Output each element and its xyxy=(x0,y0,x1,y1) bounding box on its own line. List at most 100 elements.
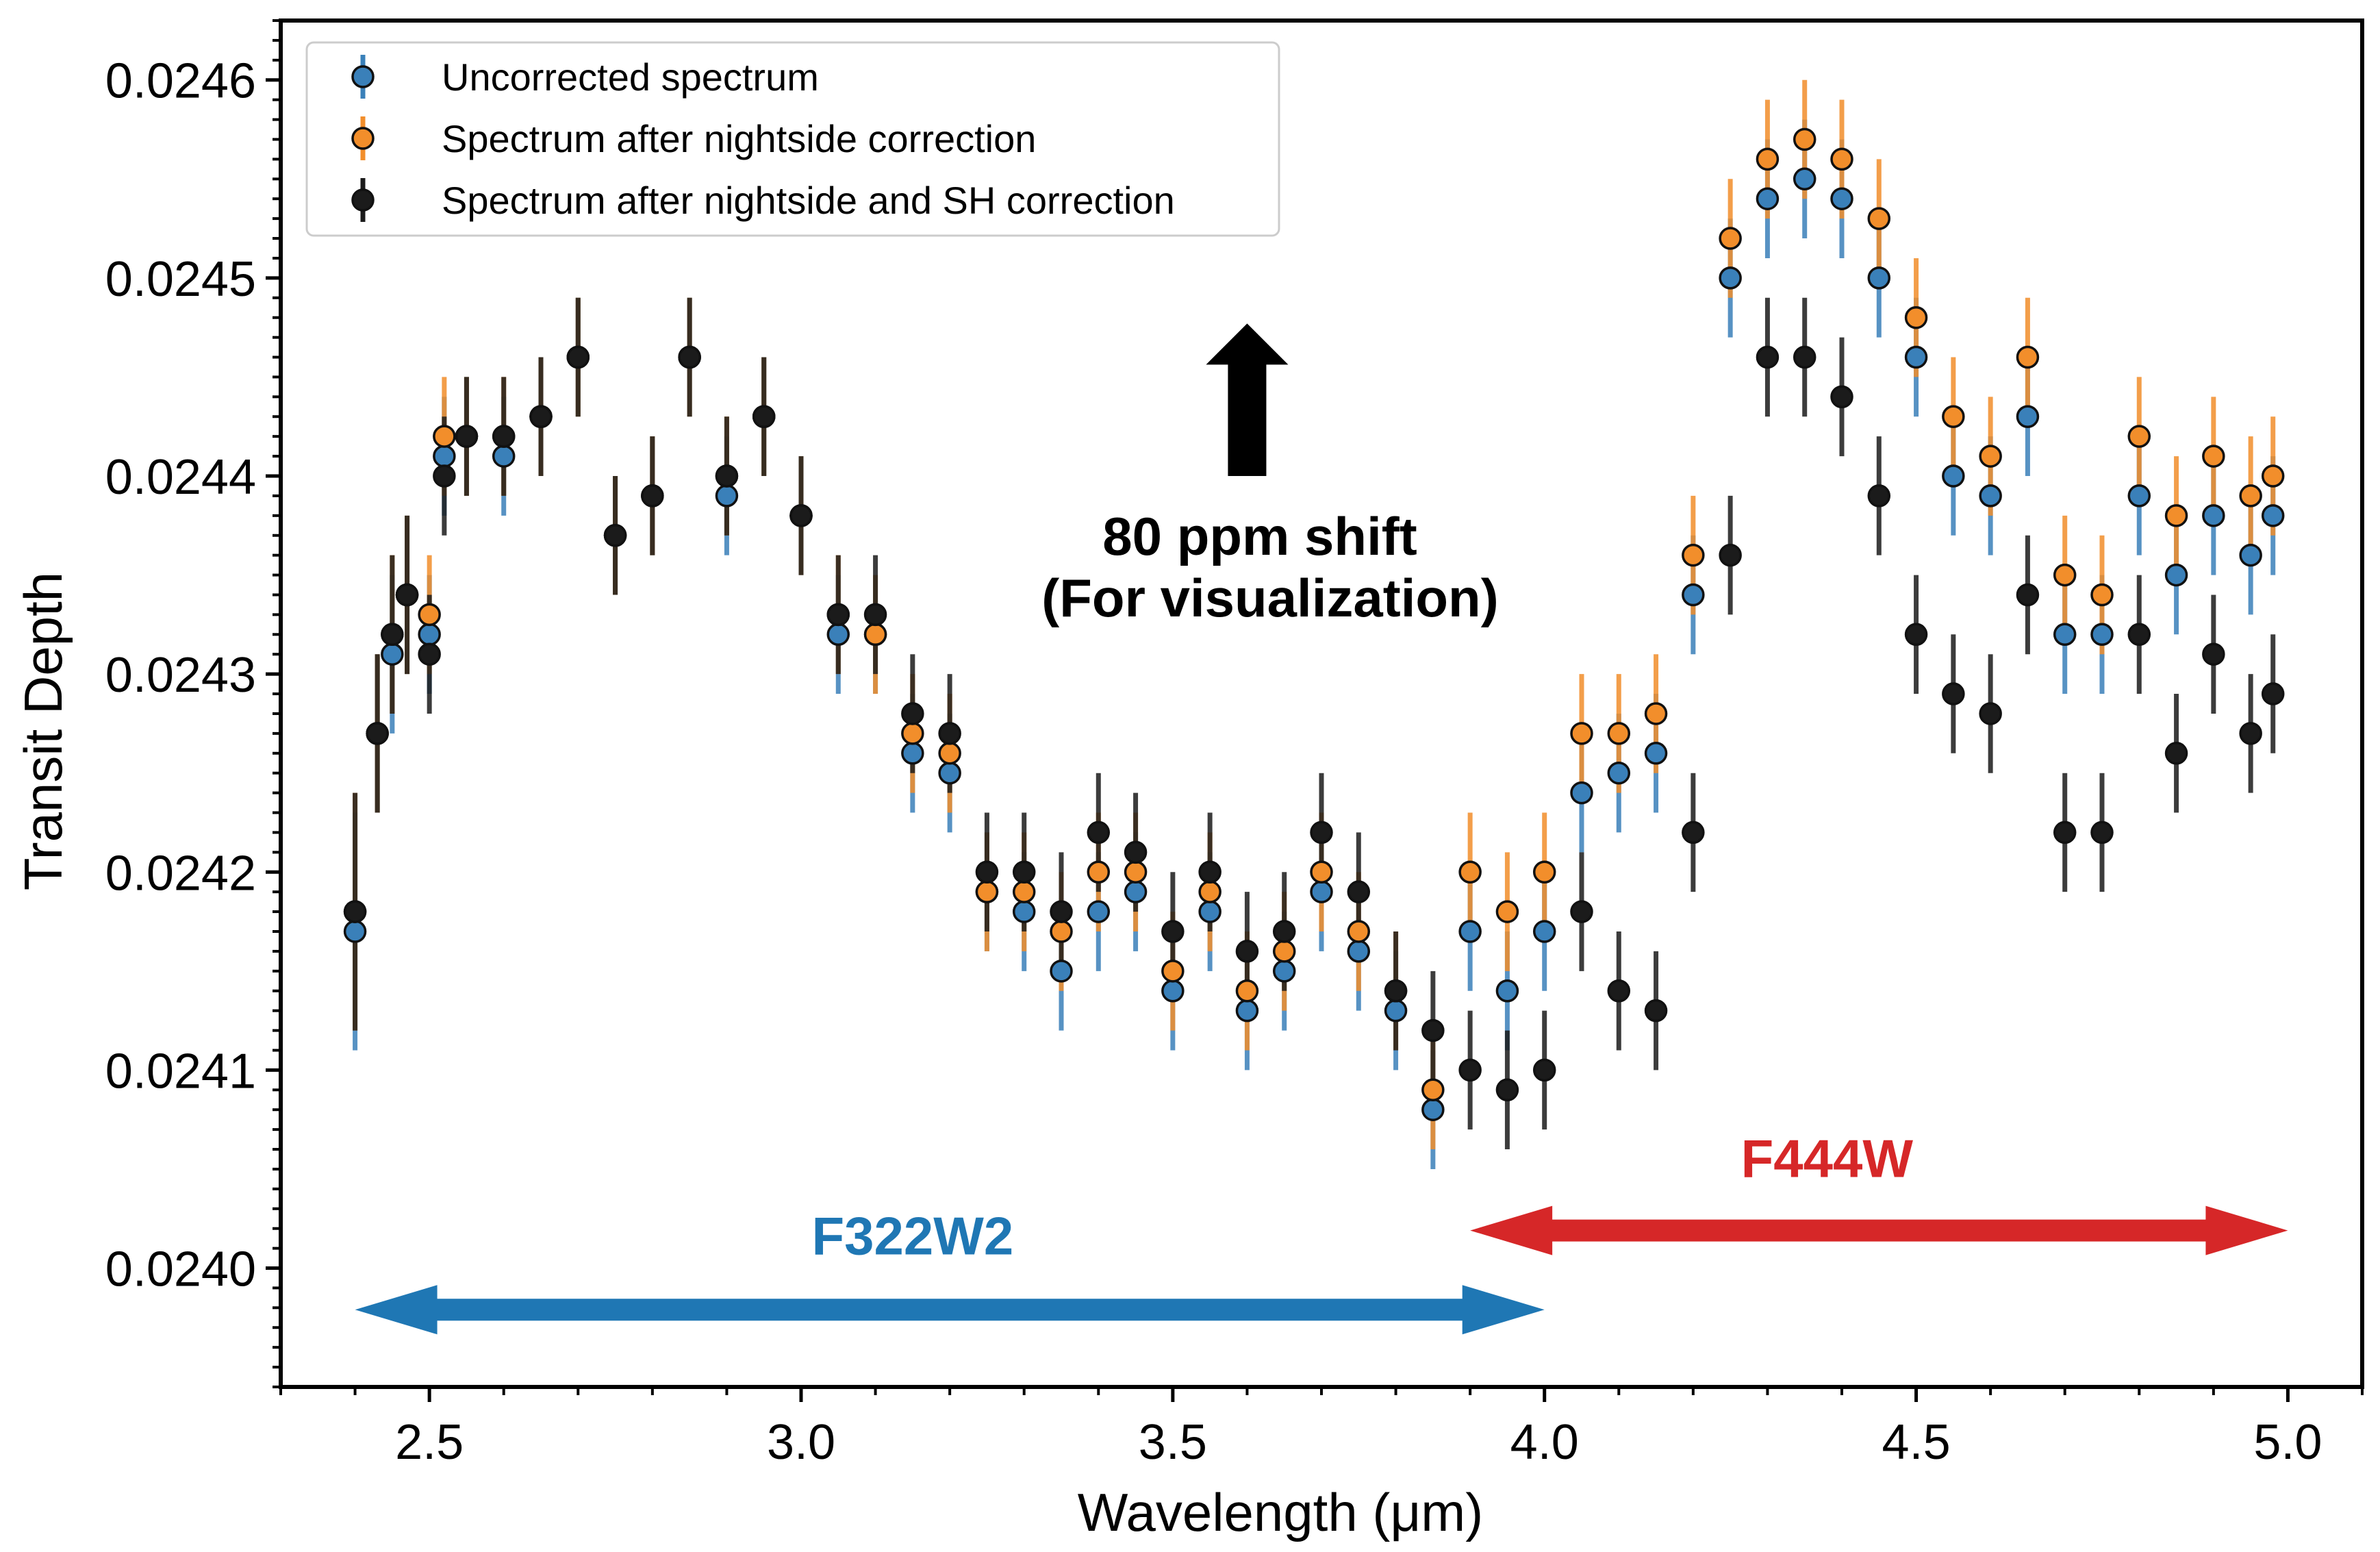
x-tick-label-2: 3.5 xyxy=(1139,1415,1207,1470)
data-point-s1-20 xyxy=(975,880,999,903)
data-point-s1-19 xyxy=(938,742,961,765)
data-point-s2-5 xyxy=(433,464,456,488)
data-point-s2-23 xyxy=(1087,821,1111,844)
data-point-s2-24 xyxy=(1124,840,1148,864)
data-point-s2-43 xyxy=(1830,385,1853,409)
data-point-s0-53 xyxy=(2202,504,2225,527)
data-point-s2-8 xyxy=(529,405,553,429)
data-point-s0-31 xyxy=(1384,999,1408,1023)
data-point-s1-17 xyxy=(863,623,887,647)
data-point-s0-48 xyxy=(2016,405,2040,429)
data-point-s0-54 xyxy=(2239,543,2262,567)
data-point-s0-24 xyxy=(1124,880,1148,903)
data-point-s0-39 xyxy=(1682,583,1705,607)
data-point-s1-26 xyxy=(1198,880,1221,903)
data-point-s0-13 xyxy=(715,484,739,508)
data-point-s1-49 xyxy=(2053,563,2077,587)
data-point-s1-42 xyxy=(1793,127,1816,151)
data-point-s1-18 xyxy=(901,722,924,745)
data-point-s1-55 xyxy=(2261,464,2285,488)
data-point-s2-42 xyxy=(1793,345,1816,369)
data-point-s1-37 xyxy=(1607,722,1631,745)
x-tick-label-0: 2.5 xyxy=(395,1415,464,1470)
data-point-s2-49 xyxy=(2053,821,2077,844)
data-point-s0-23 xyxy=(1087,900,1111,923)
data-point-s2-22 xyxy=(1050,900,1073,923)
data-point-s1-52 xyxy=(2164,504,2188,527)
data-point-s0-42 xyxy=(1793,167,1816,191)
f444w-range-arrow xyxy=(1470,1205,2288,1255)
data-point-s0-45 xyxy=(1904,345,1928,369)
data-point-s0-35 xyxy=(1532,920,1556,943)
data-point-s0-18 xyxy=(901,742,924,765)
f444w-label: F444W xyxy=(1741,1129,1914,1189)
f322w2-range-arrow xyxy=(355,1285,1545,1335)
y-tick-label-2: 0.0242 xyxy=(105,846,256,901)
data-point-s1-43 xyxy=(1830,147,1853,171)
data-point-s1-53 xyxy=(2202,445,2225,468)
data-point-s2-12 xyxy=(678,345,701,369)
data-point-s0-41 xyxy=(1756,187,1780,210)
data-point-s0-21 xyxy=(1012,900,1036,923)
data-point-s1-22 xyxy=(1050,920,1073,943)
data-point-s2-52 xyxy=(2164,742,2188,765)
data-point-s2-19 xyxy=(938,722,961,745)
data-point-s0-51 xyxy=(2127,484,2151,508)
y-tick-label-3: 0.0243 xyxy=(105,648,256,703)
data-point-s2-3 xyxy=(395,583,419,607)
data-point-s2-28 xyxy=(1272,920,1296,943)
shift-annotation-line1: 80 ppm shift xyxy=(1102,506,1417,566)
data-point-s2-33 xyxy=(1458,1058,1482,1082)
data-point-s1-35 xyxy=(1532,860,1556,884)
data-point-s0-36 xyxy=(1570,781,1593,805)
data-point-s1-39 xyxy=(1682,543,1705,567)
data-point-s1-27 xyxy=(1235,979,1259,1003)
legend-marker-0 xyxy=(351,65,375,88)
data-point-s1-33 xyxy=(1458,860,1482,884)
data-point-s1-34 xyxy=(1495,900,1519,923)
data-point-s2-4 xyxy=(418,642,441,666)
data-point-s0-55 xyxy=(2261,504,2285,527)
data-point-s2-14 xyxy=(752,405,776,429)
data-point-s2-37 xyxy=(1607,979,1631,1003)
data-point-s2-44 xyxy=(1867,484,1891,508)
data-point-s1-32 xyxy=(1421,1078,1445,1102)
data-point-s1-45 xyxy=(1904,305,1928,329)
y-tick-label-6: 0.0246 xyxy=(105,54,256,109)
data-point-s1-5 xyxy=(433,425,456,448)
data-point-s1-38 xyxy=(1644,702,1668,725)
data-point-s0-34 xyxy=(1495,979,1519,1003)
data-point-s0-47 xyxy=(1979,484,2002,508)
data-point-s0-50 xyxy=(2090,623,2114,647)
data-point-s0-33 xyxy=(1458,920,1482,943)
data-point-s2-6 xyxy=(455,425,479,448)
data-point-s1-50 xyxy=(2090,583,2114,607)
data-point-s1-48 xyxy=(2016,345,2040,369)
data-point-s0-40 xyxy=(1719,266,1742,290)
data-point-s2-40 xyxy=(1719,543,1742,567)
x-tick-label-3: 4.0 xyxy=(1510,1415,1579,1470)
data-point-s2-34 xyxy=(1495,1078,1519,1102)
data-point-s2-46 xyxy=(1942,682,1965,705)
y-tick-label-0: 0.0240 xyxy=(105,1242,256,1297)
data-point-s1-44 xyxy=(1867,207,1891,230)
data-point-s2-0 xyxy=(343,900,367,923)
data-point-s2-1 xyxy=(366,722,389,745)
data-point-s0-7 xyxy=(492,445,516,468)
data-point-s2-21 xyxy=(1012,860,1036,884)
data-point-s0-2 xyxy=(381,642,404,666)
x-axis-title: Wavelength (μm) xyxy=(1078,1482,1484,1542)
data-point-s2-2 xyxy=(381,623,404,647)
data-point-s2-25 xyxy=(1161,920,1185,943)
data-point-s0-25 xyxy=(1161,979,1185,1003)
legend: Uncorrected spectrum Spectrum after night… xyxy=(305,41,1280,237)
data-points xyxy=(343,127,2285,1121)
data-point-s1-24 xyxy=(1124,860,1148,884)
y-tick-label-4: 0.0244 xyxy=(105,450,256,505)
data-point-s2-54 xyxy=(2239,722,2262,745)
data-point-s2-36 xyxy=(1570,900,1593,923)
data-point-s2-16 xyxy=(826,603,850,627)
data-point-s0-22 xyxy=(1050,960,1073,983)
y-tick-label-5: 0.0245 xyxy=(105,252,256,307)
data-point-s1-47 xyxy=(1979,445,2002,468)
